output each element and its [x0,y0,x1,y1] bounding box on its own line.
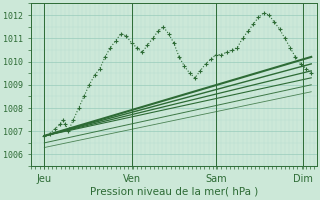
X-axis label: Pression niveau de la mer( hPa ): Pression niveau de la mer( hPa ) [90,187,258,197]
